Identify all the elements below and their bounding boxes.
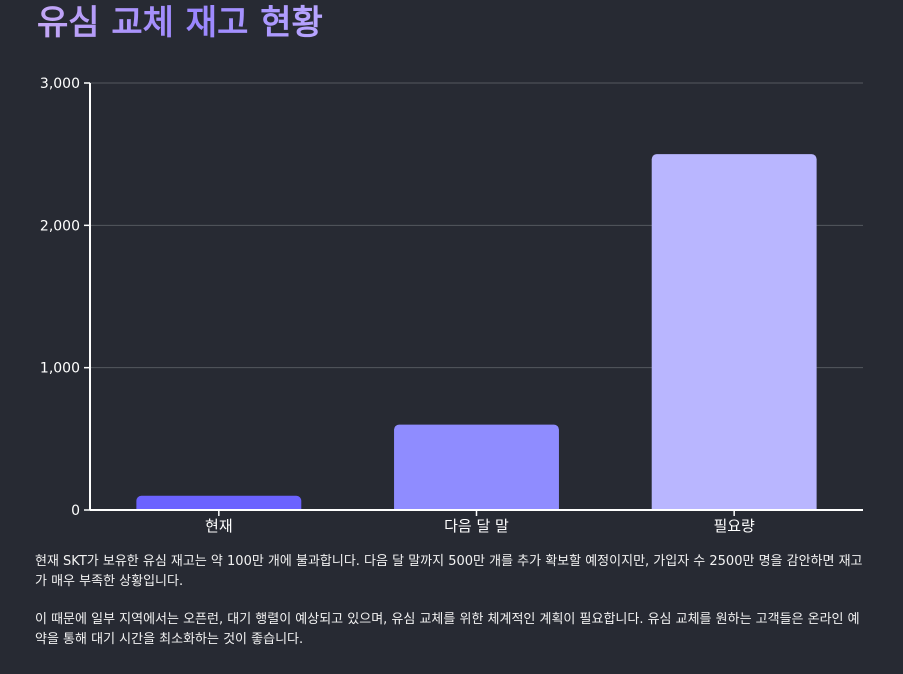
y-tick-label: 2,000 [40, 218, 80, 234]
page-title: 유심 교체 재고 현황 [37, 0, 323, 46]
x-tick-label: 다음 달 말 [444, 517, 509, 535]
y-tick-label: 1,000 [40, 361, 80, 377]
description-paragraph-2: 이 때문에 일부 지역에서는 오픈런, 대기 행렬이 예상되고 있으며, 유심 … [35, 612, 860, 647]
x-tick-label: 필요량 [713, 517, 755, 535]
tick-labels: 0 1,000 2,000 3,000 현재 다음 달 말 필요량 [40, 76, 755, 535]
bar-1 [394, 424, 559, 514]
baseline-mask [91, 511, 864, 517]
bar-chart: 0 1,000 2,000 3,000 현재 다음 달 말 필요량 [40, 76, 864, 535]
y-tick-label: 3,000 [40, 76, 80, 92]
description-paragraph-1: 현재 SKT가 보유한 유심 재고는 약 100만 개에 불과합니다. 다음 달… [35, 554, 863, 589]
bars [91, 154, 864, 517]
y-tick-label: 0 [71, 503, 80, 519]
bar-2 [651, 154, 817, 514]
axes [84, 82, 863, 516]
x-tick-label: 현재 [205, 517, 233, 535]
